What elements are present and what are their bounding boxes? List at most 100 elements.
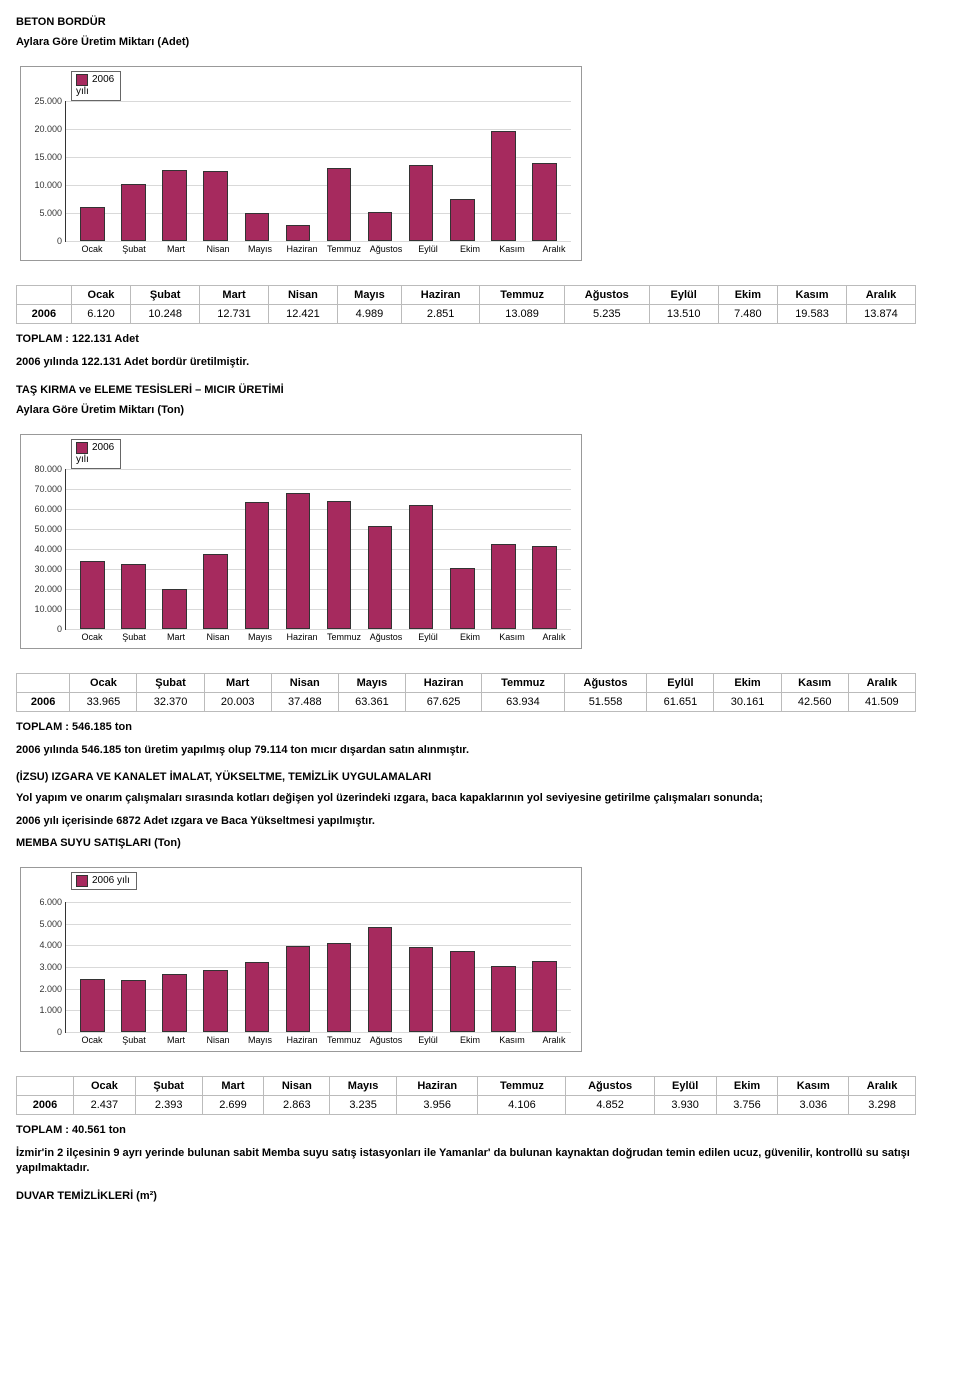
legend-swatch: [76, 442, 88, 454]
cell: 3.298: [849, 1096, 916, 1115]
xtick-label: Aralık: [533, 1035, 575, 1045]
xtick-label: Ağustos: [365, 244, 407, 254]
ytick-label: 20.000: [34, 584, 66, 594]
bar: [368, 927, 393, 1032]
col-hdr: Ekim: [714, 673, 781, 692]
xtick-label: Mayıs: [239, 244, 281, 254]
ytick-label: 20.000: [34, 124, 66, 134]
col-hdr: Eylül: [647, 673, 714, 692]
cell: 2.437: [73, 1096, 135, 1115]
bar: [121, 564, 146, 629]
table-row: 2006 2.437 2.393 2.699 2.863 3.235 3.956…: [17, 1096, 916, 1115]
chart-plot: 01.0002.0003.0004.0005.0006.000: [65, 902, 571, 1033]
xtick-label: Ekim: [449, 632, 491, 642]
ytick-label: 30.000: [34, 564, 66, 574]
section2-subtitle: Aylara Göre Üretim Miktarı (Ton): [16, 404, 944, 416]
cell: 4.852: [566, 1096, 654, 1115]
ytick-label: 80.000: [34, 464, 66, 474]
bar: [162, 170, 187, 241]
table-beton-bordur: Ocak Şubat Mart Nisan Mayıs Haziran Temm…: [16, 285, 916, 324]
chart-micir: 2006 yılı 010.00020.00030.00040.00050.00…: [16, 434, 582, 649]
bar: [121, 980, 146, 1032]
col-hdr: Nisan: [264, 1077, 330, 1096]
chart-legend: 2006 yılı: [71, 439, 121, 469]
cell: 33.965: [70, 692, 137, 711]
chart-legend: 2006 yılı: [71, 872, 137, 890]
section3-total: TOPLAM : 40.561 ton: [16, 1123, 944, 1138]
bar: [80, 979, 105, 1032]
xtick-label: Mart: [155, 632, 197, 642]
section3-footer-title: DUVAR TEMİZLİKLERİ (m²): [16, 1190, 944, 1202]
chart-memba: 2006 yılı 01.0002.0003.0004.0005.0006.00…: [16, 867, 582, 1052]
cell: 3.930: [654, 1096, 716, 1115]
row-label: 2006: [17, 1096, 74, 1115]
bar: [532, 961, 557, 1032]
cell: 2.699: [202, 1096, 264, 1115]
col-hdr: Nisan: [268, 286, 337, 305]
ytick-label: 0: [57, 624, 66, 634]
bar: [327, 943, 352, 1032]
col-hdr: Ağustos: [566, 1077, 654, 1096]
cell: 51.558: [564, 692, 647, 711]
bar: [368, 212, 393, 241]
section1-total: TOPLAM : 122.131 Adet: [16, 332, 944, 347]
cell: 5.235: [564, 305, 649, 324]
ytick-label: 5.000: [39, 919, 66, 929]
xtick-label: Haziran: [281, 1035, 323, 1045]
cell: 41.509: [848, 692, 915, 711]
chart-beton-bordur: 2006 yılı 05.00010.00015.00020.00025.000…: [16, 66, 582, 261]
bar: [286, 225, 311, 241]
ytick-label: 70.000: [34, 484, 66, 494]
chart-plot: 05.00010.00015.00020.00025.000: [65, 101, 571, 242]
xtick-label: Ocak: [71, 632, 113, 642]
table-micir: Ocak Şubat Mart Nisan Mayıs Haziran Temm…: [16, 673, 916, 712]
bar: [203, 554, 228, 629]
cell: 7.480: [718, 305, 777, 324]
cell: 13.874: [846, 305, 915, 324]
legend-label: yılı: [76, 86, 89, 98]
section2-note: 2006 yılında 546.185 ton üretim yapılmış…: [16, 743, 944, 758]
cell: 63.361: [338, 692, 405, 711]
xtick-label: Haziran: [281, 244, 323, 254]
cell: 37.488: [271, 692, 338, 711]
xtick-label: Şubat: [113, 1035, 155, 1045]
cell: 3.235: [330, 1096, 397, 1115]
col-hdr: Ekim: [716, 1077, 778, 1096]
section1-subtitle: Aylara Göre Üretim Miktarı (Adet): [16, 36, 944, 48]
chart-xaxis: OcakŞubatMartNisanMayısHaziranTemmuzAğus…: [21, 242, 581, 260]
cell: 4.106: [478, 1096, 566, 1115]
ytick-label: 15.000: [34, 152, 66, 162]
row-label: 2006: [17, 692, 70, 711]
col-hdr: Ekim: [718, 286, 777, 305]
ytick-label: 25.000: [34, 96, 66, 106]
col-hdr: Ağustos: [564, 286, 649, 305]
bar: [450, 568, 475, 628]
bar: [327, 168, 352, 241]
cell: 20.003: [204, 692, 271, 711]
chart-xaxis: OcakŞubatMartNisanMayısHaziranTemmuzAğus…: [21, 1033, 581, 1051]
xtick-label: Ağustos: [365, 632, 407, 642]
bar: [368, 526, 393, 629]
bar: [532, 546, 557, 629]
bar: [450, 951, 475, 1032]
col-hdr: Kasım: [781, 673, 848, 692]
cell: 2.851: [402, 305, 480, 324]
cell: 61.651: [647, 692, 714, 711]
xtick-label: Şubat: [113, 632, 155, 642]
section2-total: TOPLAM : 546.185 ton: [16, 720, 944, 735]
xtick-label: Ekim: [449, 1035, 491, 1045]
xtick-label: Nisan: [197, 1035, 239, 1045]
xtick-label: Kasım: [491, 632, 533, 642]
bar: [491, 131, 516, 241]
cell: 13.089: [480, 305, 565, 324]
bar: [80, 207, 105, 241]
col-hdr: Aralık: [848, 673, 915, 692]
xtick-label: Mayıs: [239, 632, 281, 642]
xtick-label: Ocak: [71, 244, 113, 254]
xtick-label: Mayıs: [239, 1035, 281, 1045]
bar: [203, 970, 228, 1032]
section1-note: 2006 yılında 122.131 Adet bordür üretilm…: [16, 355, 944, 370]
col-hdr: Şubat: [137, 673, 204, 692]
cell: 6.120: [71, 305, 130, 324]
xtick-label: Ocak: [71, 1035, 113, 1045]
